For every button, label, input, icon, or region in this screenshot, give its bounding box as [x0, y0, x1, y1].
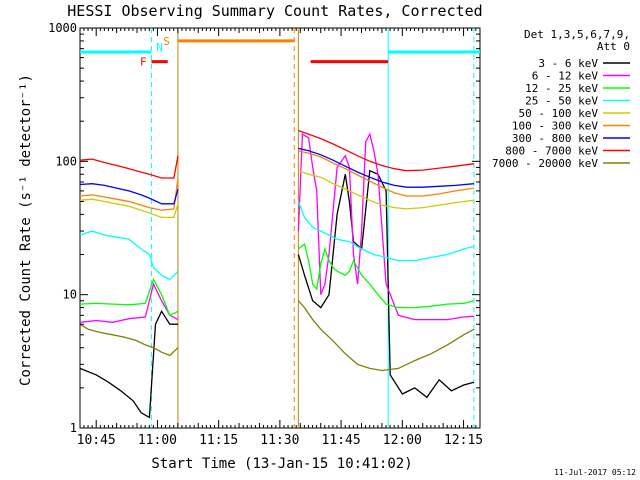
legend-header-line-2: Att 0 — [597, 40, 630, 53]
legend-label: 800 - 7000 keV — [505, 145, 598, 158]
y-tick-label: 1000 — [48, 21, 77, 35]
y-tick-label: 100 — [55, 154, 77, 168]
series-line — [297, 132, 474, 321]
legend-label: 300 - 800 keV — [512, 132, 598, 145]
x-tick-label: 11:30 — [260, 433, 299, 448]
series-line — [79, 309, 178, 419]
plot-area: FN S — [79, 27, 481, 429]
series-line — [79, 183, 179, 205]
series-7000-20000-kev — [79, 300, 475, 372]
legend-label: 12 - 25 keV — [525, 82, 598, 95]
flag-label: N — [156, 41, 163, 54]
legend-label: 7000 - 20000 keV — [492, 157, 598, 170]
x-axis-label: Start Time (13-Jan-15 10:41:02) — [151, 456, 412, 472]
series-line — [79, 282, 179, 323]
x-tick-label: 12:00 — [383, 433, 422, 448]
plot-frame — [79, 27, 481, 429]
series-line — [298, 129, 474, 172]
series-line — [79, 323, 179, 357]
series-line — [79, 230, 179, 281]
y-tick-label: 1 — [70, 421, 77, 435]
x-tick-label: 11:15 — [199, 433, 238, 448]
series-50-100-kev — [79, 170, 474, 219]
series-3-6-kev — [79, 169, 475, 419]
series-line — [298, 170, 474, 210]
series-12-25-kev — [79, 242, 475, 317]
footer-timestamp: 11-Jul-2017 05:12 — [554, 468, 636, 477]
x-tick-label: 10:45 — [77, 433, 116, 448]
series-line — [297, 300, 475, 372]
series-line — [297, 201, 475, 262]
x-tick-label: 11:45 — [322, 433, 361, 448]
series-line — [298, 150, 474, 197]
series-300-800-kev — [79, 147, 474, 205]
legend-label: 25 - 50 keV — [525, 95, 598, 108]
series-800-7000-kev — [79, 129, 474, 179]
legend-label: 50 - 100 keV — [519, 107, 599, 120]
series-line — [297, 242, 475, 309]
x-tick-label: 12:15 — [444, 433, 483, 448]
series-line — [79, 198, 179, 219]
legend-header-line-1: Det 1,3,5,6,7,9, — [524, 28, 630, 41]
flag-label: S — [163, 35, 170, 48]
series-line — [79, 177, 179, 211]
series-100-300-kev — [79, 150, 474, 211]
series-25-50-kev — [79, 201, 475, 281]
y-tick-label: 10 — [63, 288, 77, 302]
chart-title: HESSI Observing Summary Count Rates, Cor… — [67, 2, 482, 20]
flag-label: F — [140, 56, 147, 69]
series-6-12-kev — [79, 132, 474, 323]
x-axis: 10:45 11:00 11:15 11:30 11:45 12:00 12:15 — [77, 28, 483, 448]
series-line — [79, 155, 179, 179]
y-axis: 1 10 100 1000 — [48, 21, 480, 435]
y-axis-label: Corrected Count Rate (s⁻¹ detector⁻¹) — [18, 74, 34, 386]
legend-label: 6 - 12 keV — [532, 70, 599, 83]
legend-label: 3 - 6 keV — [538, 57, 598, 70]
series-line — [79, 277, 179, 317]
x-tick-label: 11:00 — [138, 433, 177, 448]
series-line — [297, 169, 475, 399]
series-line — [298, 147, 474, 188]
legend-label: 100 - 300 keV — [512, 120, 598, 133]
